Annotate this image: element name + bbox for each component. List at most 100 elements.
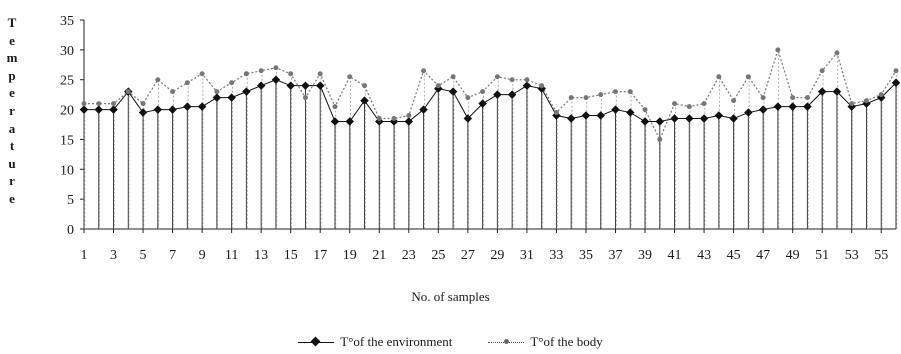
y-tick-label: 25 xyxy=(60,74,74,89)
y-axis-label-letter: r xyxy=(9,102,15,118)
marker-body xyxy=(184,80,190,86)
marker-body xyxy=(258,68,264,74)
marker-environment xyxy=(227,93,236,102)
marker-environment xyxy=(507,90,517,99)
marker-environment xyxy=(729,114,738,123)
marker-body xyxy=(376,116,382,122)
marker-environment xyxy=(566,114,576,123)
marker-body xyxy=(243,71,249,77)
marker-body xyxy=(317,71,323,77)
marker-body xyxy=(111,101,117,107)
x-tick-label: 13 xyxy=(254,248,268,263)
marker-body xyxy=(96,101,102,107)
x-tick-label: 7 xyxy=(169,248,176,263)
marker-environment xyxy=(360,96,369,105)
marker-environment xyxy=(315,81,325,90)
y-axis-label-letter: a xyxy=(8,120,16,136)
x-tick-label: 31 xyxy=(520,248,534,263)
marker-body xyxy=(450,74,456,80)
marker-body xyxy=(435,83,441,89)
marker-body xyxy=(686,104,692,110)
marker-environment xyxy=(256,81,266,90)
marker-environment xyxy=(670,114,679,123)
marker-body xyxy=(347,74,353,80)
x-tick-label: 23 xyxy=(402,248,416,263)
y-tick-label: 5 xyxy=(67,193,74,208)
marker-body xyxy=(612,89,618,95)
x-tick-label: 17 xyxy=(313,248,327,263)
marker-body xyxy=(731,98,737,104)
marker-environment xyxy=(596,111,605,120)
marker-body xyxy=(524,77,530,83)
y-axis-label-letter: u xyxy=(8,155,16,171)
marker-body xyxy=(480,89,486,95)
marker-environment xyxy=(286,81,295,90)
marker-body xyxy=(140,101,146,107)
marker-body xyxy=(170,89,176,95)
x-tick-label: 43 xyxy=(697,248,711,263)
marker-body xyxy=(229,80,235,86)
x-tick-label: 19 xyxy=(343,248,357,263)
marker-body xyxy=(509,77,515,83)
x-tick-label: 3 xyxy=(110,248,117,263)
marker-environment xyxy=(699,114,709,123)
marker-body xyxy=(878,92,884,98)
y-axis-label-letter: T xyxy=(7,15,17,30)
marker-body xyxy=(642,107,648,113)
marker-environment xyxy=(758,105,768,114)
marker-body xyxy=(362,83,368,89)
x-tick-label: 35 xyxy=(579,248,593,263)
x-tick-label: 41 xyxy=(668,248,682,263)
marker-environment xyxy=(345,117,354,126)
x-tick-label: 33 xyxy=(549,248,563,263)
marker-environment xyxy=(626,108,635,117)
marker-environment xyxy=(581,111,591,120)
marker-body xyxy=(627,89,633,95)
marker-body xyxy=(553,110,559,116)
drop-lines xyxy=(83,49,898,229)
marker-body xyxy=(790,95,796,101)
marker-environment xyxy=(197,102,207,111)
y-tick-label: 20 xyxy=(60,104,74,119)
marker-body xyxy=(834,50,840,56)
marker-body xyxy=(893,68,899,74)
marker-body xyxy=(199,71,205,77)
marker-body xyxy=(819,68,825,74)
marker-environment xyxy=(404,117,414,126)
marker-environment xyxy=(330,117,340,126)
y-tick-label: 0 xyxy=(67,223,74,238)
marker-environment xyxy=(448,87,458,96)
marker-environment xyxy=(478,99,487,108)
legend-label-environment: T°of the environment xyxy=(340,334,453,349)
marker-body xyxy=(302,95,308,101)
marker-environment xyxy=(301,81,310,90)
marker-environment xyxy=(94,105,104,114)
marker-environment xyxy=(168,105,177,114)
y-axis-label-letter: e xyxy=(9,32,15,48)
marker-body xyxy=(81,101,87,107)
marker-environment xyxy=(271,75,281,84)
marker-body xyxy=(701,101,707,107)
marker-environment xyxy=(79,105,89,114)
marker-environment xyxy=(463,114,473,123)
x-axis-label: No. of samples xyxy=(411,289,490,304)
marker-body xyxy=(849,101,855,107)
legend-marker-environment xyxy=(298,337,335,347)
marker-body xyxy=(465,95,471,101)
x-tick-label: 51 xyxy=(815,248,829,263)
marker-body xyxy=(494,74,500,80)
marker-environment xyxy=(744,108,753,117)
marker-body xyxy=(598,92,604,98)
x-tick-label: 5 xyxy=(140,248,147,263)
marker-body xyxy=(406,113,412,119)
legend: T°of the environment T°of the body xyxy=(0,334,901,350)
marker-body xyxy=(214,89,220,95)
x-tick-label: 27 xyxy=(461,248,475,263)
x-tick-labels: 1 3 5 7 9 11 13 15 17 19 21 23 25 27 29 31 33 35 37 39 41 43 4… xyxy=(81,248,889,263)
x-tick-label: 29 xyxy=(490,248,504,263)
x-tick-label: 53 xyxy=(845,248,859,263)
series-line-body xyxy=(84,47,897,141)
marker-body xyxy=(745,74,751,80)
x-tick-label: 37 xyxy=(608,248,622,263)
